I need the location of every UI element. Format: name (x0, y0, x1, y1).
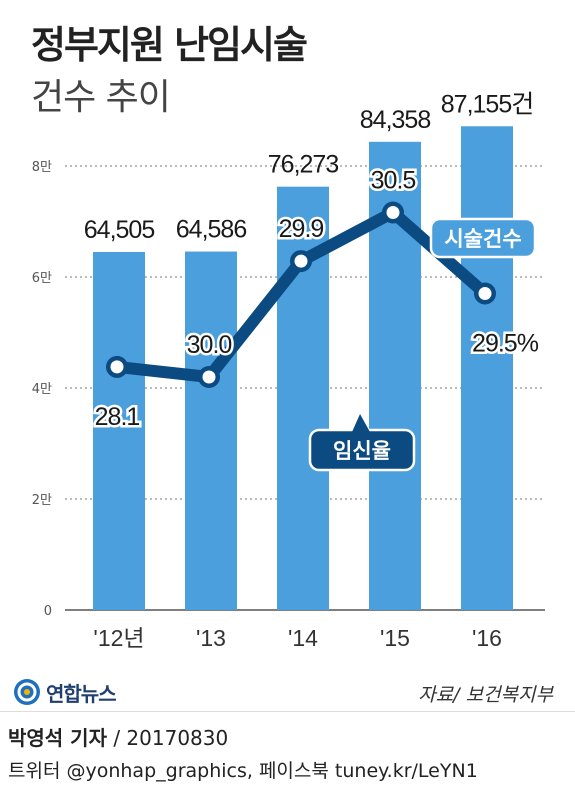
line-value-label: 29.9 (279, 215, 324, 243)
reporter-name: 박영석 기자 (8, 726, 107, 750)
line-value-label: 30.0 (187, 331, 232, 359)
x-tick-label: '13 (196, 625, 226, 651)
bar-value-label: 64,586 (176, 216, 247, 244)
line-value-label: 29.5% (472, 330, 539, 358)
line-point (294, 254, 308, 268)
byline: 박영석 기자 / 20170830 (8, 722, 228, 751)
bar-value-label: 76,273 (268, 151, 339, 179)
legend-callout-pointer (352, 414, 370, 432)
y-tick-label: 0 (44, 604, 52, 619)
chart-plot: 0 2만 4만 6만 8만 64,505 64,586 76,273 84,358 87,155… (32, 90, 545, 651)
line-point (202, 370, 216, 384)
line-point (110, 360, 124, 374)
bar (185, 251, 237, 610)
infographic-card: 정부지원 난임시술 건수 추이 0 2만 4만 6만 8만 64,505 64,586 76… (14, 23, 553, 706)
footer: 박영석 기자 / 20170830 트위터 @yonhap_graphics, … (0, 711, 575, 790)
bar-value-labels: 64,505 64,586 76,273 84,358 87,155건 (84, 90, 534, 244)
yonhap-logo: 연합뉴스 (12, 677, 117, 707)
bar-value-label: 87,155건 (441, 90, 533, 118)
line-point (386, 206, 400, 219)
social-links: 트위터 @yonhap_graphics, 페이스북 tuney.kr/LeYN… (8, 760, 478, 782)
bar-series (93, 126, 513, 611)
line-value-label: 28.1 (95, 403, 140, 431)
bar-value-label: 64,505 (84, 216, 155, 244)
line-value-labels: 28.1 30.0 29.9 30.5 29.5% (92, 164, 542, 433)
x-axis-ticks: '12년 '13 '14 '15 '16 (93, 625, 502, 651)
line-point (478, 287, 492, 300)
y-tick-label: 4만 (32, 382, 52, 397)
y-tick-label: 6만 (32, 271, 52, 286)
x-tick-label: '16 (472, 625, 502, 651)
y-axis-ticks: 0 2만 4만 6만 8만 (32, 160, 52, 619)
yonhap-logo-icon (14, 679, 40, 705)
x-tick-label: '14 (288, 625, 318, 651)
legend-line-label: 임신율 (333, 439, 391, 463)
y-tick-label: 2만 (32, 493, 52, 508)
line-series (106, 201, 496, 388)
logo-text: 연합뉴스 (46, 681, 117, 706)
line-value-label: 30.5 (371, 167, 416, 195)
chart-subtitle: 건수 추이 (31, 77, 171, 118)
x-tick-label: '15 (380, 625, 410, 651)
bar-value-label: 84,358 (360, 106, 431, 134)
publish-date: / 20170830 (106, 726, 229, 750)
legend-bar-label: 시술건수 (444, 227, 521, 251)
legend-bar-swatch (429, 217, 537, 259)
source-text: 자료/ 보건복지부 (418, 684, 553, 706)
x-tick-label: '12년 (93, 625, 144, 651)
chart-title: 정부지원 난임시술 (31, 23, 308, 67)
bar (93, 251, 145, 610)
bar (461, 126, 513, 611)
y-tick-label: 8만 (32, 160, 52, 175)
